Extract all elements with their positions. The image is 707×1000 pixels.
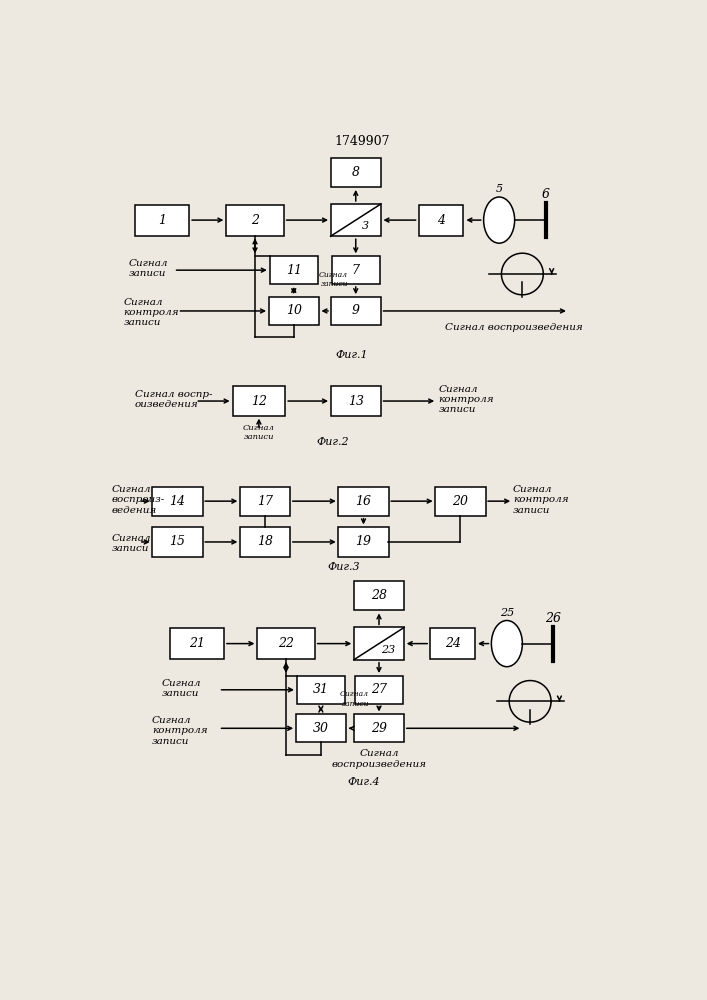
Text: 14: 14	[170, 495, 185, 508]
Text: 4: 4	[437, 214, 445, 227]
Bar	[240, 487, 291, 516]
Text: 6: 6	[542, 188, 549, 201]
Bar	[354, 714, 404, 742]
Text: Сигнал
контроля
записи: Сигнал контроля записи	[123, 298, 179, 327]
Text: 15: 15	[170, 535, 185, 548]
Bar	[419, 205, 464, 235]
Ellipse shape	[484, 197, 515, 243]
Text: 18: 18	[257, 535, 273, 548]
Bar	[270, 256, 317, 284]
Bar	[332, 256, 380, 284]
Bar	[331, 297, 381, 325]
Text: 28: 28	[371, 589, 387, 602]
Bar	[240, 527, 291, 557]
Bar	[296, 714, 346, 742]
Text: Сигнал воспроизведения: Сигнал воспроизведения	[445, 323, 583, 332]
Text: Сигнал
контроля
записи: Сигнал контроля записи	[513, 485, 568, 515]
Text: 1749907: 1749907	[334, 135, 390, 148]
Text: 24: 24	[445, 637, 461, 650]
Text: Сигнал
воспроиз-
ведения: Сигнал воспроиз- ведения	[112, 485, 165, 515]
Bar	[436, 487, 486, 516]
Text: 3: 3	[361, 221, 368, 231]
Text: Сигнал
записи: Сигнал записи	[162, 679, 201, 698]
Bar	[430, 628, 475, 659]
Bar	[152, 487, 203, 516]
Text: 27: 27	[371, 683, 387, 696]
Text: 26: 26	[545, 612, 561, 625]
Text: 23: 23	[381, 645, 395, 655]
Text: Фиг.4: Фиг.4	[347, 777, 380, 787]
Text: 8: 8	[352, 166, 360, 179]
Bar	[257, 628, 315, 659]
Bar	[152, 527, 203, 557]
Text: Сигнал
записи: Сигнал записи	[319, 271, 348, 288]
Bar	[170, 628, 224, 659]
Text: Сигнал
записи: Сигнал записи	[129, 259, 168, 278]
Text: Сигнал
записи: Сигнал записи	[340, 690, 369, 708]
Bar	[297, 676, 345, 704]
Bar	[331, 386, 381, 416]
Text: Сигнал
воспроизведения: Сигнал воспроизведения	[332, 749, 426, 769]
Text: 16: 16	[356, 495, 371, 508]
Text: 10: 10	[286, 304, 302, 317]
Text: 31: 31	[313, 683, 329, 696]
Text: 22: 22	[278, 637, 294, 650]
Text: 13: 13	[348, 395, 363, 408]
Text: 12: 12	[251, 395, 267, 408]
Text: Сигнал
записи: Сигнал записи	[243, 424, 275, 441]
Text: Фиг.3: Фиг.3	[328, 562, 361, 572]
Text: Фиг.2: Фиг.2	[316, 437, 349, 447]
Bar	[135, 205, 189, 235]
Text: 30: 30	[313, 722, 329, 735]
Text: 21: 21	[189, 637, 205, 650]
Ellipse shape	[491, 620, 522, 667]
Text: 19: 19	[356, 535, 371, 548]
Text: 5: 5	[496, 184, 503, 194]
Text: Сигнал воспр-
оизведения: Сигнал воспр- оизведения	[135, 390, 212, 409]
Text: Фиг.1: Фиг.1	[336, 350, 368, 360]
Text: 11: 11	[286, 264, 302, 277]
Bar	[269, 297, 319, 325]
Text: Сигнал
записи: Сигнал записи	[112, 534, 151, 553]
Text: 2: 2	[251, 214, 259, 227]
Text: 1: 1	[158, 214, 166, 227]
Bar	[354, 581, 404, 610]
Bar	[233, 386, 285, 416]
Text: 29: 29	[371, 722, 387, 735]
Bar	[226, 205, 284, 235]
Text: 9: 9	[352, 304, 360, 317]
Text: 25: 25	[500, 608, 514, 618]
Bar	[331, 204, 381, 236]
Text: 17: 17	[257, 495, 273, 508]
Bar	[355, 676, 403, 704]
Bar	[354, 627, 404, 660]
Text: Сигнал
контроля
записи: Сигнал контроля записи	[152, 716, 208, 746]
Bar	[339, 527, 389, 557]
Bar	[339, 487, 389, 516]
Text: 7: 7	[352, 264, 360, 277]
Bar	[331, 158, 381, 187]
Text: Сигнал
контроля
записи: Сигнал контроля записи	[438, 385, 494, 414]
Text: 20: 20	[452, 495, 468, 508]
